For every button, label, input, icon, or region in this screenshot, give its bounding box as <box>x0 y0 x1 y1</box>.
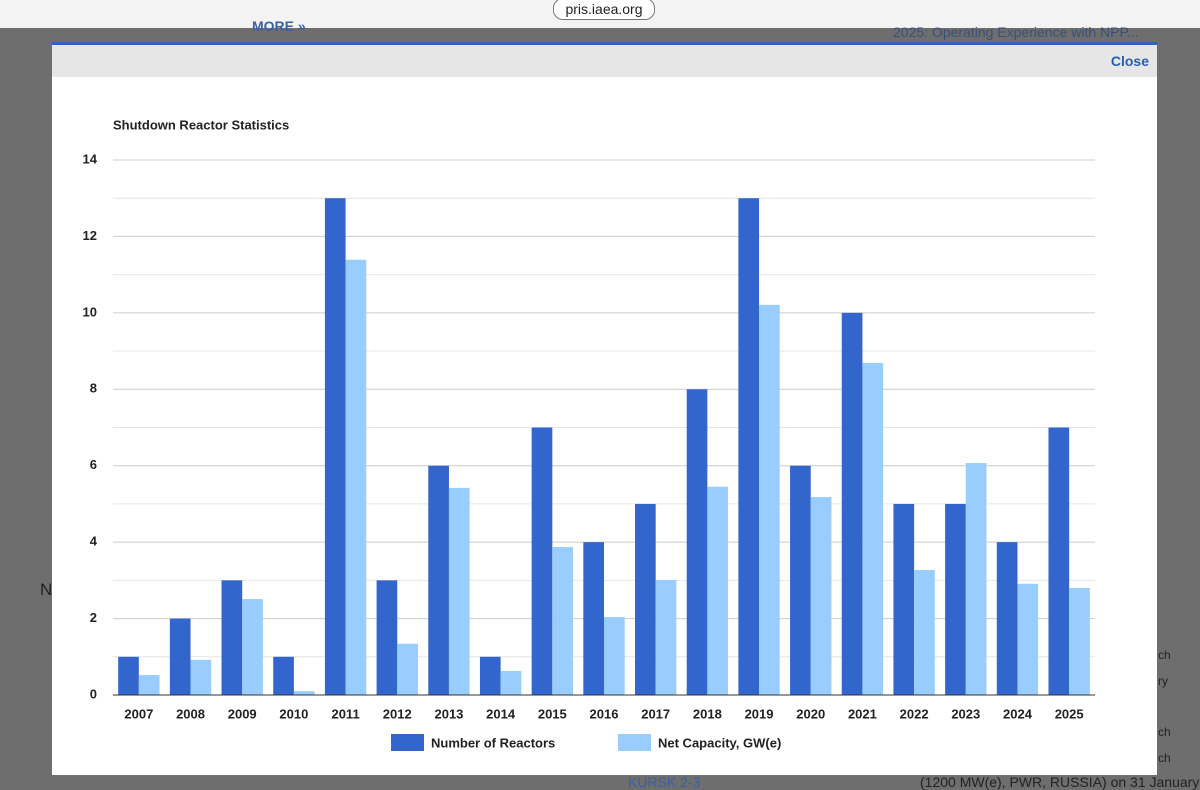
x-tick-label: 2022 <box>900 706 929 721</box>
bar <box>945 503 966 695</box>
bar <box>914 570 935 695</box>
bar <box>428 465 449 695</box>
legend-swatch <box>618 734 651 751</box>
bar <box>1069 588 1090 695</box>
bar <box>965 463 987 695</box>
text-fragment: ch <box>1158 725 1171 739</box>
bar <box>790 465 811 695</box>
bar <box>1017 583 1039 695</box>
bar <box>893 503 915 695</box>
chart-title: Shutdown Reactor Statistics <box>113 117 289 132</box>
bar <box>397 643 418 695</box>
chart: Shutdown Reactor Statistics 0 2 4 6 8 10 12 14 2… <box>83 117 1095 751</box>
dialog-header: Close <box>52 45 1157 77</box>
x-tick-label: 2025 <box>1055 706 1084 721</box>
x-tick-label: 2020 <box>796 706 825 721</box>
bar <box>376 580 398 695</box>
bar <box>841 312 863 695</box>
bar <box>759 304 780 695</box>
bar <box>686 389 708 695</box>
y-tick-label: 0 <box>90 686 97 701</box>
x-tick-label: 2008 <box>176 706 205 721</box>
close-button[interactable]: Close <box>1110 53 1149 69</box>
bar <box>738 198 760 695</box>
x-tick-label: 2014 <box>486 706 516 721</box>
y-tick-label: 4 <box>90 534 98 549</box>
x-tick-label: 2007 <box>124 706 153 721</box>
bar <box>138 675 160 695</box>
x-tick-label: 2013 <box>434 706 463 721</box>
x-tick-label: 2012 <box>383 706 412 721</box>
list-text: (1200 MW(e), PWR, RUSSIA) on 31 January <box>920 774 1200 790</box>
x-tick-label: 2017 <box>641 706 670 721</box>
x-tick-label: 2021 <box>848 706 877 721</box>
bar <box>635 503 656 695</box>
x-tick-label: 2019 <box>745 706 774 721</box>
heading-fragment: N <box>40 580 53 599</box>
bar <box>552 547 573 695</box>
dialog: Close Shutdown Reactor Statistics 0 2 4 6 8 1… <box>52 42 1157 775</box>
y-tick-label: 8 <box>90 381 97 396</box>
url[interactable]: pris.iaea.org <box>553 0 655 20</box>
bar <box>242 599 263 695</box>
bar <box>996 542 1018 695</box>
y-tick-label: 2 <box>90 610 97 625</box>
bar <box>345 259 367 695</box>
x-tick-label: 2018 <box>693 706 722 721</box>
x-tick-label: 2010 <box>279 706 308 721</box>
list-link[interactable]: KURSK 2-3 <box>628 774 701 790</box>
legend-label: Net Capacity, GW(e) <box>658 735 781 750</box>
bar <box>324 198 346 695</box>
bar <box>531 427 553 695</box>
bar <box>583 542 604 695</box>
legend-swatch <box>391 734 424 751</box>
y-tick-label: 12 <box>83 228 97 243</box>
y-tick-label: 10 <box>83 304 97 319</box>
bar <box>479 656 501 695</box>
bar <box>707 486 729 695</box>
bar <box>273 656 294 695</box>
bar <box>500 670 522 695</box>
text-fragment: ch <box>1158 751 1171 765</box>
y-tick-label: 14 <box>83 151 98 166</box>
more-link[interactable]: MORE » <box>252 18 306 34</box>
bar <box>221 580 243 695</box>
text-fragment: ry <box>1158 674 1168 688</box>
x-tick-label: 2023 <box>951 706 980 721</box>
x-tick-label: 2011 <box>331 706 359 721</box>
bar <box>118 656 139 695</box>
bar <box>169 618 191 695</box>
x-tick-label: 2016 <box>590 706 619 721</box>
y-tick-label: 6 <box>90 457 97 472</box>
bar <box>1048 427 1070 695</box>
sidebar-link[interactable]: 2025: Operating Experience with NPP... <box>893 24 1139 40</box>
bar <box>810 497 832 695</box>
bar <box>604 617 625 695</box>
legend-label: Number of Reactors <box>431 735 555 750</box>
x-tick-label: 2024 <box>1003 706 1033 721</box>
bar <box>655 579 677 695</box>
bar <box>448 487 470 695</box>
x-tick-label: 2009 <box>228 706 257 721</box>
bar <box>862 362 884 695</box>
text-fragment: ch <box>1158 648 1171 662</box>
bar <box>293 691 315 695</box>
bar <box>190 659 212 695</box>
x-tick-label: 2015 <box>538 706 567 721</box>
